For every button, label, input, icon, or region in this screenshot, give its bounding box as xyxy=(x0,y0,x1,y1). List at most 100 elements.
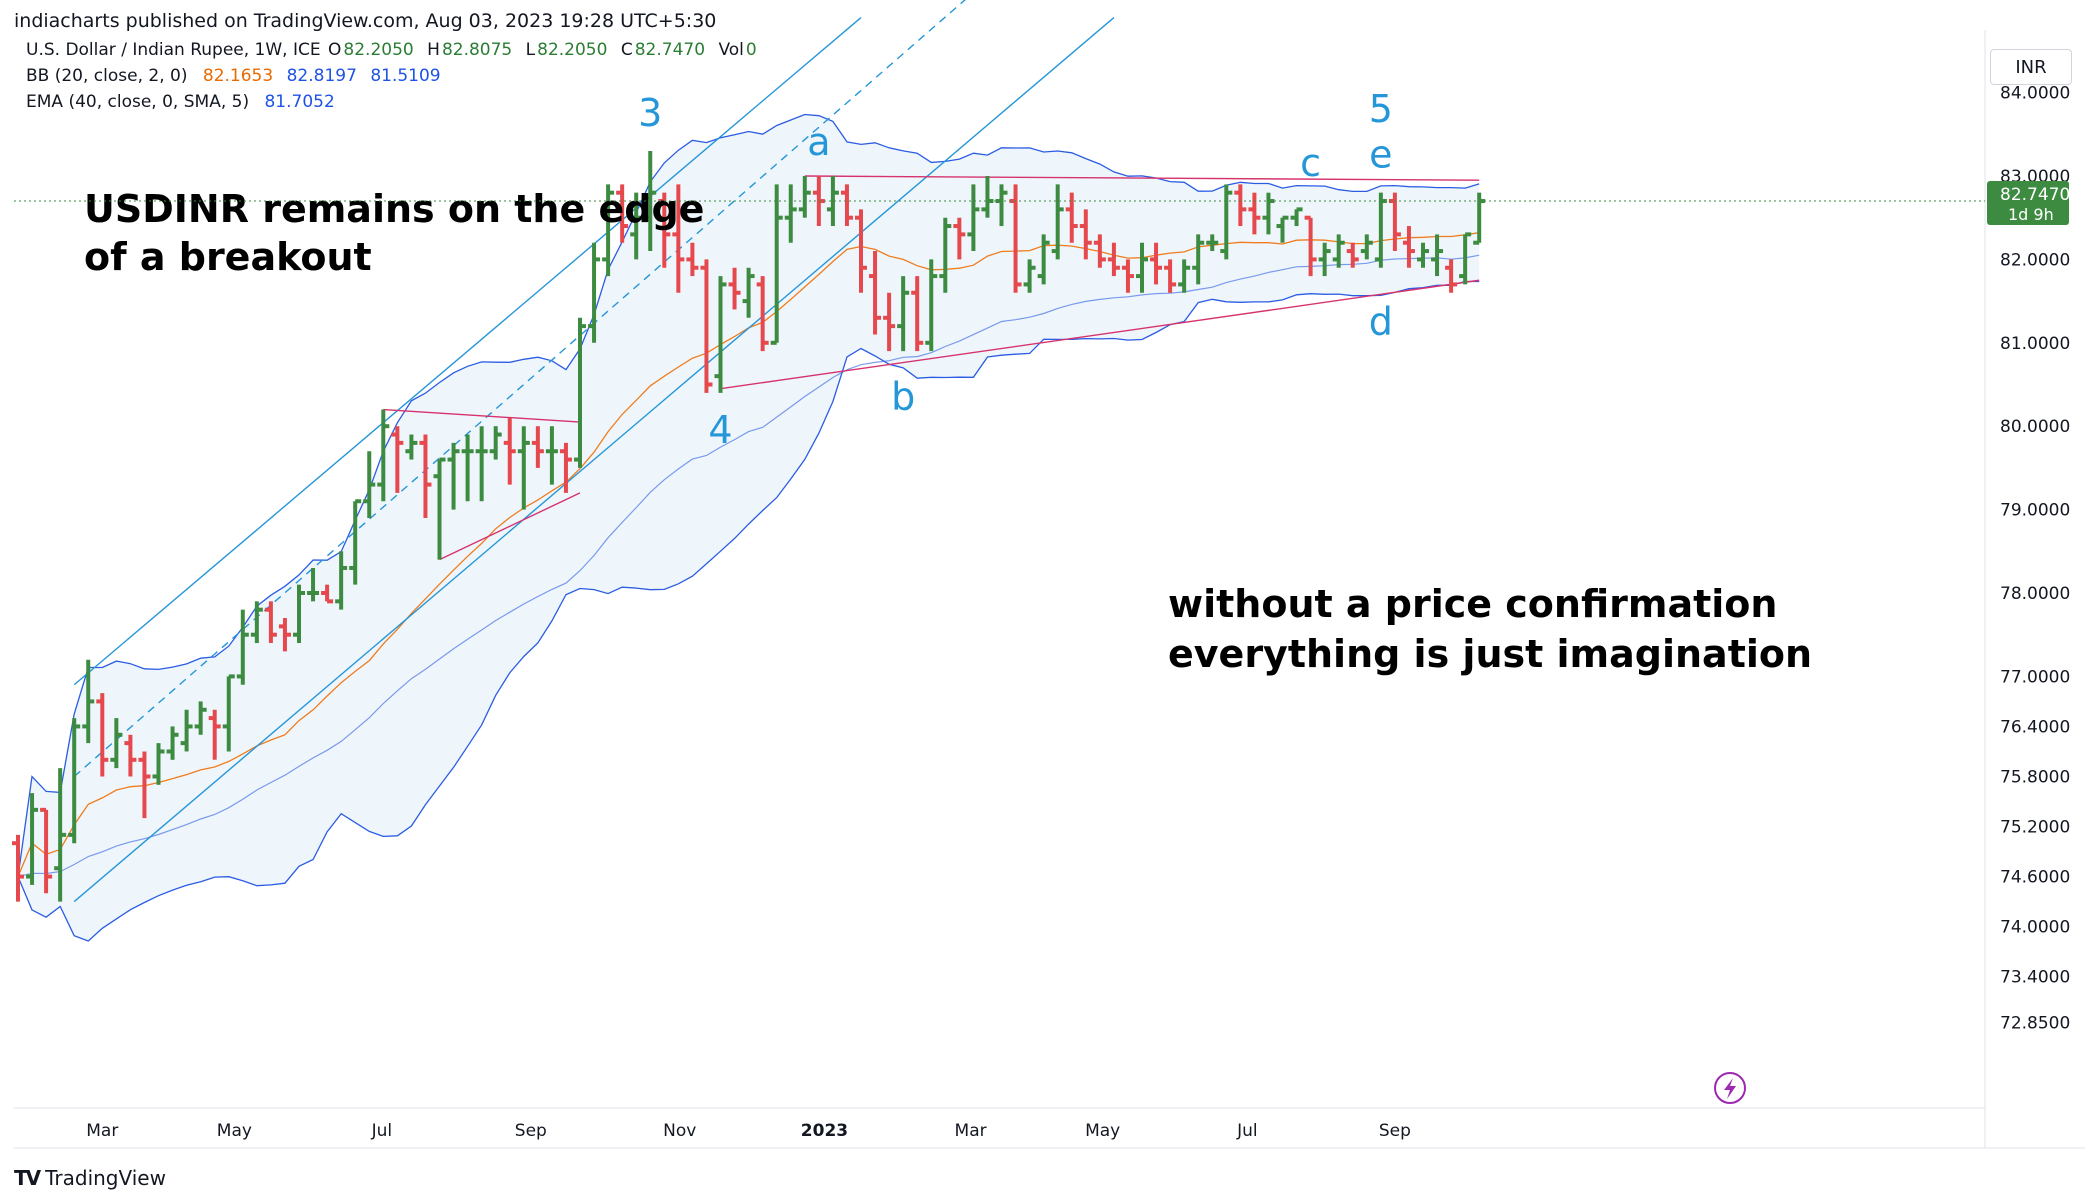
publisher-line: indiacharts published on TradingView.com… xyxy=(14,10,717,32)
ohlc-bar xyxy=(1121,259,1134,293)
ohlc-bar xyxy=(559,442,572,493)
ohlc-bar xyxy=(855,209,867,293)
wave-label: b xyxy=(891,375,915,419)
ohlc-bar xyxy=(250,601,263,644)
tradingview-logo-mark: TV xyxy=(14,1166,41,1190)
y-tick-label: 79.0000 xyxy=(2000,501,2070,521)
legend-vol-label: Vol xyxy=(718,40,744,60)
legend-symbol[interactable]: U.S. Dollar / Indian Rupee, 1W, ICE xyxy=(26,40,321,60)
ema-line-path xyxy=(17,254,1480,878)
ohlc-bar xyxy=(264,601,277,644)
ohlc-bar xyxy=(630,192,643,260)
ohlc-bar xyxy=(475,426,488,502)
ohlc-bar xyxy=(840,184,853,227)
ohlc-bar xyxy=(1459,232,1472,285)
wave-label: 5 xyxy=(1369,87,1393,131)
note-text-line: without a price confirmation xyxy=(1168,582,1777,626)
ohlc-bar xyxy=(869,251,882,335)
ohlc-bar xyxy=(236,609,249,685)
ohlc-bar xyxy=(574,317,586,468)
legend-symbol-row: U.S. Dollar / Indian Rupee, 1W, ICE O 82.… xyxy=(26,40,759,60)
ohlc-bar xyxy=(953,217,966,260)
legend-bb-label[interactable]: BB (20, close, 2, 0) xyxy=(26,66,188,86)
wave-label: c xyxy=(1300,141,1321,185)
ohlc-bar xyxy=(686,242,699,277)
note-text-line: everything is just imagination xyxy=(1168,632,1812,676)
ohlc-bar xyxy=(138,751,151,819)
y-tick-label: 74.6000 xyxy=(2000,868,2070,888)
x-tick-label: Jul xyxy=(371,1121,393,1141)
ohlc-bar xyxy=(1304,215,1317,277)
wave-label: d xyxy=(1369,299,1393,343)
ohlc-bar xyxy=(349,499,362,585)
ohlc-bars xyxy=(12,150,1486,902)
ohlc-bar xyxy=(461,434,474,502)
ohlc-bar xyxy=(714,276,727,393)
ohlc-bar xyxy=(1360,234,1373,260)
trend-lines xyxy=(73,0,1480,903)
legend-low-label: L xyxy=(525,40,536,60)
note-text-line: of a breakout xyxy=(84,235,372,279)
tradingview-brand: TradingView xyxy=(45,1166,166,1190)
bb-lower-line xyxy=(17,280,1480,942)
ohlc-bar xyxy=(1093,234,1106,268)
ohlc-bar xyxy=(1150,242,1163,285)
ohlc-bar xyxy=(728,267,741,310)
wave-label: a xyxy=(807,120,830,164)
ohlc-bar xyxy=(742,267,755,318)
currency-button[interactable]: INR xyxy=(1990,49,2072,85)
legend-bb-basis: 82.1653 xyxy=(202,66,274,86)
ohlc-bar xyxy=(180,709,193,752)
ohlc-bar xyxy=(96,693,109,777)
ohlc-bar xyxy=(602,184,615,277)
y-tick-label: 78.0000 xyxy=(2000,584,2070,604)
ohlc-bar xyxy=(826,176,839,227)
ohlc-bar xyxy=(1178,259,1191,293)
ohlc-bar xyxy=(124,734,137,777)
channel-upper-line xyxy=(73,17,862,686)
ohlc-bar xyxy=(700,259,713,393)
ohlc-bar xyxy=(12,834,24,902)
tradingview-logo[interactable]: TV TradingView xyxy=(14,1166,166,1190)
ohlc-bar xyxy=(1276,215,1289,243)
x-tick-label: Mar xyxy=(86,1121,118,1141)
y-tick-label: 76.4000 xyxy=(2000,717,2070,737)
y-tick-label: 81.0000 xyxy=(2000,334,2070,354)
ohlc-bar xyxy=(1332,234,1345,268)
ohlc-bar xyxy=(616,184,629,243)
flag-upper-line xyxy=(383,408,581,423)
legend-high-label: H xyxy=(427,40,440,60)
legend-ema-label[interactable]: EMA (40, close, 0, SMA, 5) xyxy=(26,92,250,112)
legend-high: 82.8075 xyxy=(441,40,513,60)
ohlc-bar xyxy=(588,242,601,343)
ohlc-bar xyxy=(433,457,446,560)
ohlc-bar xyxy=(82,659,95,744)
y-tick-label: 74.0000 xyxy=(2000,918,2070,938)
y-tick-label: 75.2000 xyxy=(2000,818,2070,838)
ohlc-bar xyxy=(503,417,516,485)
y-tick-label: 72.8500 xyxy=(2000,1014,2070,1034)
y-tick-label: 82.0000 xyxy=(2000,250,2070,270)
ohlc-bar xyxy=(447,442,460,510)
wave-label: 4 xyxy=(708,408,732,452)
ohlc-bar xyxy=(672,184,685,293)
triangle-lower-line xyxy=(720,279,1480,390)
legend-bb-upper: 82.8197 xyxy=(286,66,357,86)
ohlc-bar xyxy=(1445,259,1458,293)
ohlc-bar xyxy=(883,292,896,352)
ohlc-bar xyxy=(1051,184,1064,260)
ohlc-bar xyxy=(798,176,811,218)
ohlc-bar xyxy=(489,426,502,460)
wave-label: 3 xyxy=(638,91,662,135)
bb-fill xyxy=(18,114,1480,941)
last-price-value: 82.7470 xyxy=(2000,185,2070,205)
ohlc-bar xyxy=(1206,234,1219,252)
ohlc-bar xyxy=(784,184,797,243)
ohlc-bar xyxy=(925,259,938,352)
legend-low: 82.2050 xyxy=(537,40,608,60)
ohlc-bar xyxy=(307,567,320,602)
channel-mid-dashed-line xyxy=(73,0,966,778)
ohlc-bar xyxy=(110,718,123,769)
